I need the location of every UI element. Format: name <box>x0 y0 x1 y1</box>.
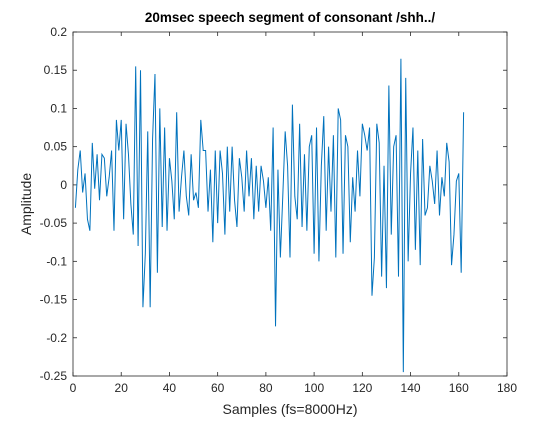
chart-title: 20msec speech segment of consonant /shh.… <box>145 10 436 25</box>
signal-line <box>74 58 465 373</box>
y-tick-label: -0.2 <box>46 331 67 345</box>
y-tick-label: 0.05 <box>44 140 68 154</box>
y-tick-label: -0.25 <box>40 369 68 383</box>
y-axis-label: Amplitude <box>18 173 34 235</box>
x-tick-label: 0 <box>70 381 77 395</box>
y-tick-label: 0.15 <box>44 63 68 77</box>
y-tick-label: 0.1 <box>50 101 67 115</box>
x-tick-label: 60 <box>211 381 225 395</box>
x-axis-label: Samples (fs=8000Hz) <box>222 401 357 417</box>
y-tick-label: -0.05 <box>40 216 68 230</box>
y-tick-label: -0.15 <box>40 293 68 307</box>
plot-area: 0 20 40 60 80 100 120 140 160 180 -0.25 -0.2 -0.15 -0… <box>40 25 518 395</box>
x-tick-label: 100 <box>304 381 324 395</box>
x-tick-label: 20 <box>115 381 129 395</box>
x-tick-label: 80 <box>259 381 273 395</box>
x-tick-label: 40 <box>163 381 177 395</box>
x-tick-label: 140 <box>401 381 421 395</box>
y-tick-label: -0.1 <box>46 254 67 268</box>
y-tick-label: 0 <box>60 178 67 192</box>
x-tick-label: 160 <box>449 381 469 395</box>
x-tick-label: 120 <box>352 381 372 395</box>
x-tick-label: 180 <box>497 381 517 395</box>
y-tick-label: 0.2 <box>50 25 67 39</box>
axes-box <box>72 31 508 377</box>
